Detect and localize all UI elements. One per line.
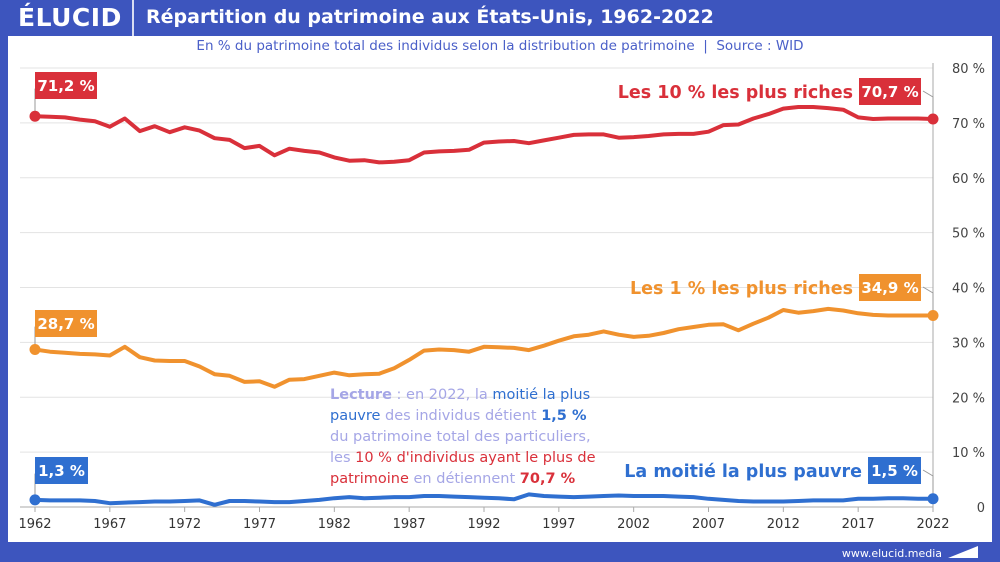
lecture-label: Lecture (330, 387, 392, 403)
lecture-text: des individus détient (380, 408, 542, 424)
start-point (29, 110, 41, 122)
lecture-text: moitié la plus pauvre (330, 387, 591, 424)
series-label: Les 1 % les plus riches (630, 279, 853, 299)
chart-subtitle: En % du patrimoine total des individus s… (196, 38, 804, 54)
lecture-text: 10 % d'individus ayant le plus de patrim… (330, 450, 596, 487)
connector-line (922, 286, 934, 316)
x-tick-label: 1962 (18, 517, 51, 532)
elucid-logo: ÉLUCID (18, 3, 122, 32)
lecture-value: 1,5 % (541, 408, 587, 424)
end-point (927, 493, 939, 505)
y-tick-label: 20 % (952, 391, 985, 406)
series-label: La moitié la plus pauvre (624, 462, 862, 482)
x-tick-label: 1967 (93, 517, 126, 532)
start-point (29, 494, 41, 506)
x-tick-label: 1987 (393, 517, 426, 532)
end-value-label: 1,5 % (871, 462, 918, 480)
y-tick-label: 80 % (952, 62, 985, 77)
y-tick-label: 10 % (952, 446, 985, 461)
lecture-text: du patrimoine total des particuliers, le… (330, 429, 591, 466)
start-value-label: 1,3 % (38, 462, 85, 480)
x-tick-label: 1972 (168, 517, 201, 532)
lecture-text: en détiennent (408, 471, 520, 487)
x-tick-label: 2007 (692, 517, 725, 532)
end-value-box (868, 457, 921, 484)
x-tick-label: 2022 (916, 517, 949, 532)
start-value-box (35, 457, 88, 484)
series-line-bottom50 (34, 492, 933, 507)
y-tick-label: 60 % (952, 172, 985, 187)
footer-url[interactable]: www.elucid.media (841, 547, 942, 560)
connector-line (922, 469, 934, 499)
series-line-top10 (34, 105, 934, 165)
end-point (927, 309, 939, 321)
x-tick-label: 2017 (842, 517, 875, 532)
connector-line (922, 90, 934, 120)
y-tick-label: 70 % (952, 117, 985, 132)
series-label: Les 10 % les plus riches (618, 83, 853, 103)
x-tick-label: 1992 (467, 517, 500, 532)
series-line-top1 (34, 306, 933, 389)
y-tick-label: 50 % (952, 227, 985, 242)
chart-title: Répartition du patrimoine aux États-Unis… (146, 6, 714, 28)
end-value-box (859, 274, 921, 301)
x-tick-label: 1982 (318, 517, 351, 532)
lecture-annotation: Lecture : en 2022, la moitié la plus pau… (330, 385, 600, 490)
start-point (29, 344, 41, 356)
x-tick-label: 2002 (617, 517, 650, 532)
end-point (927, 113, 939, 125)
end-value-label: 70,7 % (861, 83, 918, 101)
y-tick-label: 40 % (952, 282, 985, 297)
start-value-label: 28,7 % (37, 315, 94, 333)
header: ÉLUCID Répartition du patrimoine aux Éta… (0, 0, 1000, 36)
lecture-value: 70,7 % (519, 471, 576, 487)
start-value-label: 71,2 % (37, 77, 94, 95)
elucid-flag-icon (948, 546, 978, 558)
start-value-box (35, 310, 97, 337)
x-tick-label: 2012 (767, 517, 800, 532)
x-tick-label: 1997 (542, 517, 575, 532)
lecture-text: : en 2022, la (391, 387, 493, 403)
chart-panel: En % du patrimoine total des individus s… (8, 36, 992, 542)
end-value-box (859, 78, 921, 105)
x-tick-label: 1977 (243, 517, 276, 532)
y-tick-label: 30 % (952, 336, 985, 351)
start-value-box (35, 72, 97, 99)
end-value-label: 34,9 % (861, 279, 918, 297)
header-divider (132, 0, 134, 36)
y-tick-label: 0 (977, 501, 985, 516)
